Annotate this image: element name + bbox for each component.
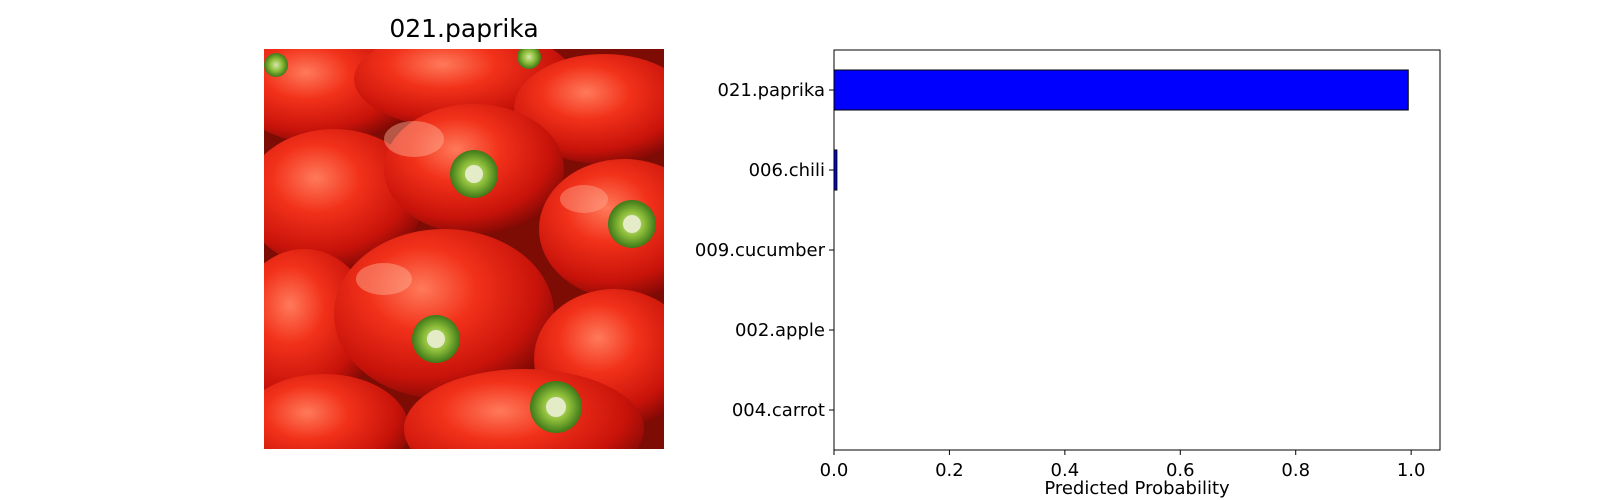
x-tick-label: 0.8 [1281, 460, 1310, 481]
y-tick-label: 021.paprika [718, 80, 826, 101]
y-tick-label: 009.cucumber [695, 240, 826, 261]
y-tick-label: 006.chili [749, 160, 825, 181]
y-tick-label: 004.carrot [732, 400, 825, 421]
x-tick-label: 0.2 [935, 460, 964, 481]
x-tick-label: 0.6 [1166, 460, 1195, 481]
x-tick-label: 1.0 [1397, 460, 1426, 481]
bar-021-paprika [833, 69, 1409, 111]
paprika-photo [264, 49, 664, 449]
image-title: 021.paprika [389, 14, 539, 43]
x-tick-label: 0.4 [1051, 460, 1080, 481]
y-tick-label: 002.apple [735, 320, 825, 341]
x-tick-label: 0.0 [820, 460, 849, 481]
x-axis-label: Predicted Probability [1044, 478, 1230, 499]
